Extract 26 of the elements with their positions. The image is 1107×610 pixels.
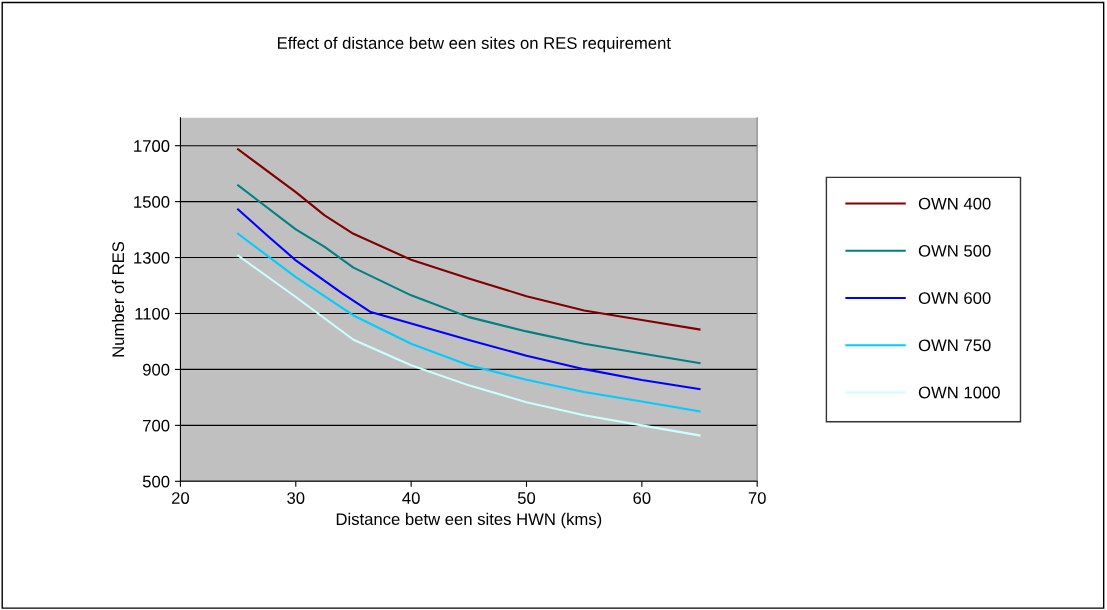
x-axis-title: Distance betw een sites HWN (kms) [336,512,602,529]
y-axis-title: Number of RES [111,241,125,357]
y-tick-label: 1100 [135,307,170,320]
y-tick-label: 1300 [134,251,170,264]
line-series [237,184,701,365]
y-tick-label: 1700 [134,140,170,152]
line-series [237,208,701,391]
y-tick-label: 1500 [134,196,170,208]
y-tick-label: 900 [143,363,170,376]
x-tick-label: 20 [172,492,190,504]
x-tick-label: 40 [402,492,420,504]
y-tick-label: 500 [142,475,170,488]
x-tick-label: 30 [287,492,305,504]
line-series [237,148,701,331]
x-tick-label: 70 [748,492,766,504]
y-tick-label: 700 [143,419,170,432]
legend-label: OWN 500 [918,244,991,257]
line-series [237,232,701,413]
legend-label: OWN 600 [918,292,991,304]
x-tick-label: 50 [517,492,536,504]
legend-label: OWN 1000 [918,386,1000,399]
line-series [237,254,701,437]
x-tick-label: 60 [633,492,651,504]
legend-label: OWN 400 [918,197,991,210]
chart-title: Effect of distance betw een sites on RES requirement [277,36,671,53]
legend-label: OWN 750 [918,339,991,352]
